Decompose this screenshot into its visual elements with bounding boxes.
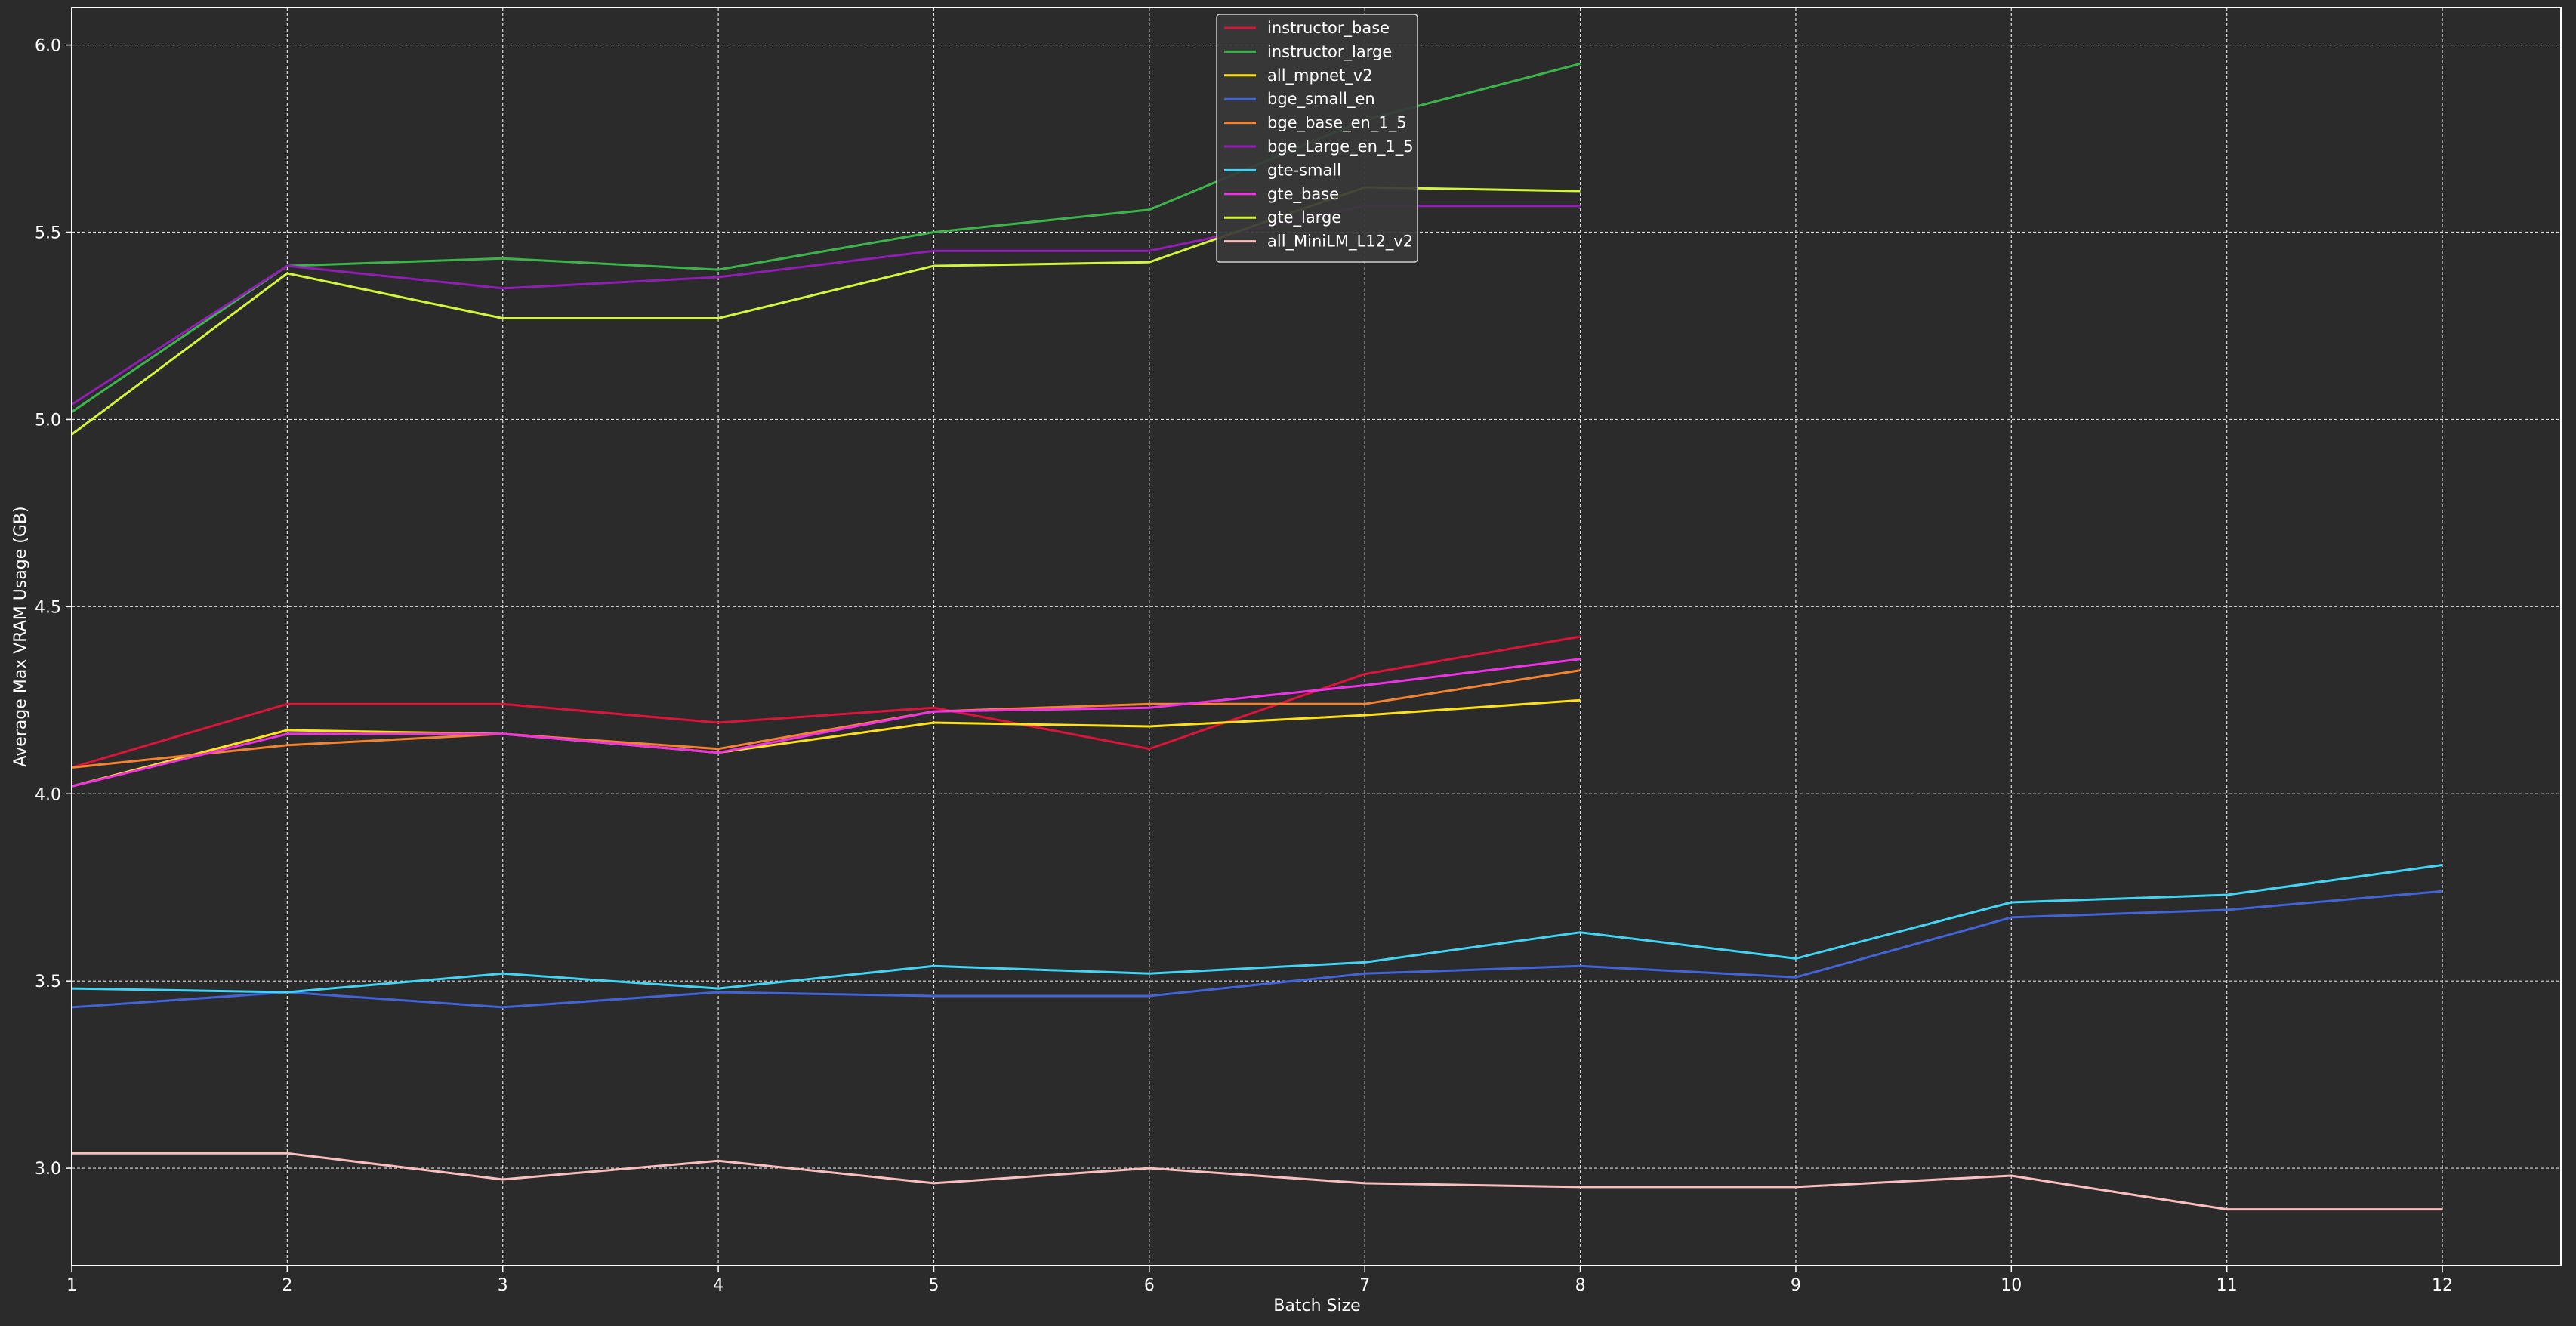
x-tick-label: 11 xyxy=(2217,1276,2238,1295)
x-tick-label: 7 xyxy=(1359,1276,1370,1295)
legend-label: instructor_base xyxy=(1267,19,1390,38)
x-tick-label: 4 xyxy=(713,1276,723,1295)
series-line-gte_base xyxy=(71,658,1581,788)
legend-item: all_MiniLM_L12_v2 xyxy=(1224,233,1413,251)
x-tick-label: 1 xyxy=(66,1276,77,1295)
series-lines xyxy=(71,62,2443,1211)
legend-item: bge_base_en_1_5 xyxy=(1224,114,1407,133)
x-tick-label: 3 xyxy=(498,1276,508,1295)
legend-item: bge_small_en xyxy=(1224,90,1375,109)
x-tick-label: 6 xyxy=(1144,1276,1155,1295)
x-tick-label: 2 xyxy=(282,1276,292,1295)
series-line-instructor_base xyxy=(71,635,1581,769)
legend-label: bge_small_en xyxy=(1267,90,1375,109)
legend-label: instructor_large xyxy=(1267,42,1392,61)
plot-frame xyxy=(71,7,2562,1266)
legend-item: bge_Large_en_1_5 xyxy=(1224,137,1414,156)
legend-label: gte_base xyxy=(1267,185,1339,204)
y-tick-label: 5.0 xyxy=(35,411,61,430)
y-tick-label: 3.5 xyxy=(35,973,61,991)
legend-label: gte-small xyxy=(1267,161,1341,179)
legend-box xyxy=(1216,14,1418,263)
legend-item: gte-small xyxy=(1224,161,1341,179)
y-axis-label: Average Max VRAM Usage (GB) xyxy=(11,506,30,766)
y-tick-label: 3.0 xyxy=(35,1160,61,1179)
y-tick-label: 5.5 xyxy=(35,224,61,243)
x-tick-label: 12 xyxy=(2432,1276,2453,1295)
series-line-bge_base_en_1_5 xyxy=(71,669,1581,769)
legend-label: gte_large xyxy=(1267,208,1341,227)
y-tick-label: 4.5 xyxy=(35,598,61,617)
legend-item: instructor_base xyxy=(1224,19,1390,38)
legend-label: all_MiniLM_L12_v2 xyxy=(1267,233,1413,251)
legend-item: instructor_large xyxy=(1224,42,1392,61)
x-tick-label: 9 xyxy=(1791,1276,1801,1295)
x-axis-ticks: 1 2 3 4 5 6 7 8 9 10 11 12 xyxy=(66,1266,2453,1295)
series-line-gte-small xyxy=(71,864,2443,994)
x-tick-label: 10 xyxy=(2001,1276,2022,1295)
series-line-all_mpnet_v2 xyxy=(71,698,1581,788)
y-tick-label: 6.0 xyxy=(35,37,61,56)
legend-item: all_mpnet_v2 xyxy=(1224,66,1373,85)
x-axis-label: Batch Size xyxy=(1273,1297,1360,1315)
legend-label: bge_base_en_1_5 xyxy=(1267,114,1407,133)
y-tick-label: 4.0 xyxy=(35,785,61,804)
legend-label: bge_Large_en_1_5 xyxy=(1267,137,1414,156)
legend: instructor_base instructor_large all_mpnet… xyxy=(1216,14,1418,263)
y-axis-ticks: 3.0 3.5 4.0 4.5 5.0 5.5 6.0 xyxy=(35,37,72,1179)
legend-item: gte_base xyxy=(1224,185,1339,204)
series-line-bge_small_en xyxy=(71,890,2443,1009)
series-line-all_MiniLM_L12_v2 xyxy=(72,1152,2442,1211)
x-tick-label: 5 xyxy=(928,1276,939,1295)
x-tick-label: 8 xyxy=(1575,1276,1586,1295)
legend-item: gte_large xyxy=(1224,208,1341,227)
legend-label: all_mpnet_v2 xyxy=(1267,66,1373,85)
